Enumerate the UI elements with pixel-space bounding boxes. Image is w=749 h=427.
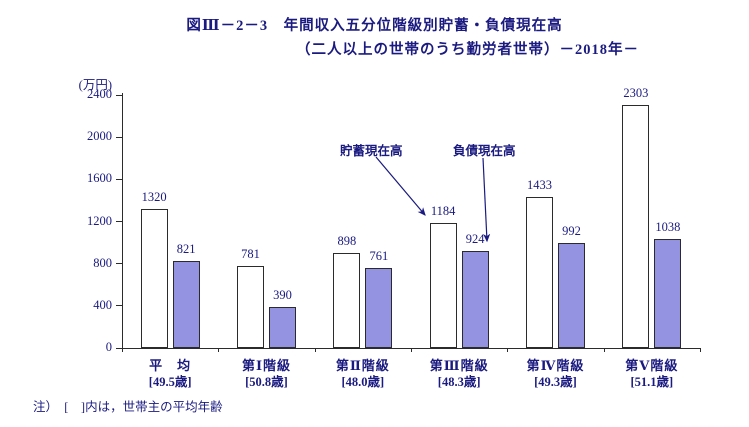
y-tick-mark	[116, 221, 122, 222]
y-tick-label: 1200	[87, 213, 112, 228]
x-category-label: 第Ⅲ階級	[429, 358, 489, 373]
x-axis-boundary-tick	[122, 348, 123, 352]
y-tick-mark	[116, 178, 122, 180]
y-tick-label: 800	[93, 255, 112, 270]
y-tick-label: 1600	[87, 171, 112, 186]
x-axis-boundary-tick	[507, 348, 509, 352]
y-tick-mark	[116, 94, 122, 96]
x-category-label: 第Ⅴ階級	[625, 358, 679, 373]
x-category-sublabel: [49.3歳]	[534, 375, 577, 389]
liabilities-bar	[365, 267, 393, 348]
liabilities-bar	[172, 261, 200, 348]
x-category-label: 平 均	[149, 358, 192, 373]
chart-title: 図Ⅲ－2－3 年間収入五分位階級別貯蓄・負債現在高	[186, 18, 563, 34]
y-tick-mark	[116, 305, 122, 307]
x-category-label: 第Ⅰ階級	[241, 358, 292, 373]
x-category-label: 第Ⅱ階級	[335, 358, 390, 373]
bar-value-label: 1184	[430, 204, 456, 219]
savings-bar	[237, 265, 264, 348]
savings-annotation-label: 貯蓄現在高	[340, 144, 403, 158]
y-axis-line	[122, 93, 123, 349]
x-category-sublabel: [48.0歳]	[341, 375, 385, 389]
savings-bar	[140, 208, 168, 348]
x-category-label: 第Ⅳ階級	[526, 358, 585, 373]
y-tick-mark	[116, 263, 122, 265]
x-axis-boundary-tick	[218, 348, 220, 352]
chart-subtitle: （二人以上の世帯のうち勤労者世帯）－2018年－	[296, 42, 639, 58]
y-tick-mark	[116, 347, 122, 349]
y-tick-label: 0	[105, 340, 112, 354]
liabilities-arrow	[482, 157, 491, 243]
bar-value-label: 1038	[655, 219, 681, 234]
liabilities-annotation-label: 負債現在高	[453, 144, 516, 158]
bar-value-label: 390	[273, 287, 292, 302]
x-category-sublabel: [50.8歳]	[245, 375, 288, 389]
x-category-sublabel: [48.3歳]	[437, 375, 481, 389]
y-tick-label: 2400	[87, 87, 112, 101]
bar-value-label: 992	[562, 224, 581, 239]
bar-value-label: 2303	[623, 86, 649, 101]
bar-value-label: 1433	[527, 177, 552, 192]
bar-value-label: 924	[465, 231, 485, 246]
savings-bar	[622, 105, 650, 348]
savings-bar	[333, 253, 361, 348]
savings-bar	[526, 196, 553, 348]
x-axis-boundary-tick	[314, 348, 316, 352]
x-axis-boundary-tick	[603, 348, 605, 352]
liabilities-bar	[461, 250, 489, 348]
y-tick-label: 400	[93, 297, 112, 312]
y-axis-unit-label: (万円)	[78, 78, 112, 92]
y-tick-mark	[116, 136, 122, 138]
y-tick-label: 2000	[87, 129, 112, 144]
savings-bar	[429, 223, 457, 348]
x-category-sublabel: [49.5歳]	[148, 375, 192, 389]
x-axis-boundary-tick	[700, 348, 701, 352]
bar-value-label: 1320	[141, 189, 167, 204]
bar-value-label: 761	[369, 248, 389, 263]
x-axis-boundary-tick	[411, 348, 412, 352]
bar-value-label: 781	[241, 246, 260, 261]
bar-value-label: 898	[337, 234, 357, 249]
x-category-sublabel: [51.1歳]	[630, 375, 674, 389]
bar-value-label: 821	[176, 242, 196, 257]
liabilities-bar	[654, 238, 682, 348]
liabilities-bar	[558, 243, 585, 348]
footnote: 注） [ ]内は，世帯主の平均年齢	[33, 400, 223, 414]
liabilities-bar	[269, 306, 296, 348]
